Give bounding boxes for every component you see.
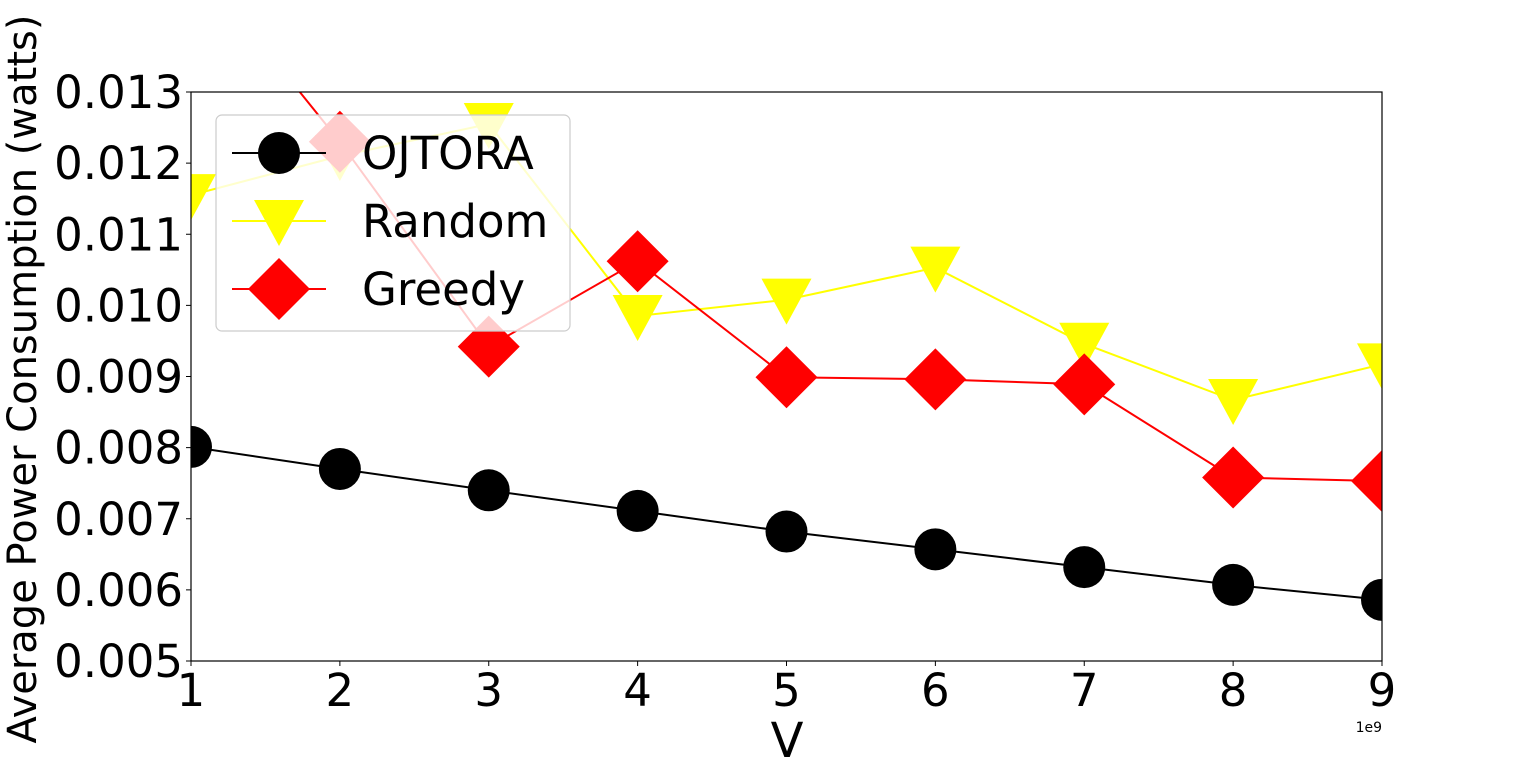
data-point-random-4 bbox=[612, 295, 663, 342]
data-point-ojtora-5 bbox=[765, 510, 808, 553]
legend-entry-ojtora: OJTORA bbox=[232, 127, 534, 180]
legend-entries: OJTORA Random Greedy bbox=[232, 127, 548, 320]
y-axis-ticks: 0.005 0.006 0.007 0.008 0.009 0.010 0.011 0.012… bbox=[54, 66, 191, 688]
y-tick-label-0.013: 0.013 bbox=[54, 66, 183, 119]
x-tick-label-3: 3 bbox=[474, 664, 503, 717]
x-tick-label-7: 7 bbox=[1070, 664, 1099, 717]
y-tick-label-0.011: 0.011 bbox=[54, 208, 183, 261]
legend: OJTORA Random Greedy bbox=[215, 114, 571, 332]
data-point-random-8 bbox=[1208, 378, 1259, 425]
y-axis-label: Average Power Consumption (watts) bbox=[0, 15, 46, 744]
x-tick-label-9: 9 bbox=[1368, 664, 1397, 717]
legend-marker-ojtora bbox=[258, 132, 300, 174]
data-point-ojtora-8 bbox=[1212, 563, 1255, 606]
data-point-random-9 bbox=[1357, 343, 1382, 390]
data-point-ojtora-4 bbox=[616, 489, 659, 532]
data-point-ojtora-2 bbox=[318, 447, 361, 490]
x-tick-label-8: 8 bbox=[1219, 664, 1248, 717]
y-tick-label-0.009: 0.009 bbox=[54, 351, 183, 404]
legend-label-greedy: Greedy bbox=[362, 263, 525, 316]
data-point-greedy-6 bbox=[904, 348, 967, 411]
data-point-ojtora-6 bbox=[914, 528, 957, 571]
x-axis-offset-label: 1e9 bbox=[1356, 720, 1382, 736]
data-point-greedy-5 bbox=[755, 346, 818, 409]
series-layer bbox=[191, 92, 1382, 621]
legend-frame bbox=[215, 114, 571, 332]
data-point-greedy-9 bbox=[1351, 450, 1382, 513]
x-tick-label-6: 6 bbox=[921, 664, 950, 717]
data-point-greedy-8 bbox=[1202, 446, 1265, 509]
data-point-random-5 bbox=[761, 278, 812, 325]
x-tick-label-1: 1 bbox=[177, 664, 206, 717]
data-point-ojtora-7 bbox=[1063, 546, 1106, 589]
y-tick-label-0.012: 0.012 bbox=[54, 137, 183, 190]
legend-marker-random bbox=[254, 200, 304, 246]
data-point-ojtora-9 bbox=[1361, 578, 1382, 621]
legend-entry-random: Random bbox=[232, 195, 548, 248]
data-point-random-6 bbox=[910, 246, 961, 293]
x-axis-label: V bbox=[771, 713, 804, 767]
y-tick-label-0.008: 0.008 bbox=[54, 422, 183, 475]
data-point-greedy-4 bbox=[606, 230, 669, 293]
legend-marker-greedy bbox=[248, 258, 310, 320]
y-tick-label-0.006: 0.006 bbox=[54, 564, 183, 617]
x-axis-ticks: 1 2 3 4 5 6 7 8 9 bbox=[177, 661, 1397, 717]
data-point-random-7 bbox=[1059, 322, 1110, 369]
legend-label-ojtora: OJTORA bbox=[362, 127, 534, 180]
y-tick-label-0.010: 0.010 bbox=[54, 279, 183, 332]
y-tick-label-0.005: 0.005 bbox=[54, 635, 183, 688]
x-tick-label-5: 5 bbox=[772, 664, 801, 717]
data-point-greedy-7 bbox=[1053, 353, 1116, 416]
legend-label-random: Random bbox=[362, 195, 548, 248]
data-point-ojtora-3 bbox=[467, 469, 510, 512]
y-tick-label-0.007: 0.007 bbox=[54, 493, 183, 546]
data-point-random-1 bbox=[191, 174, 216, 221]
legend-entry-greedy: Greedy bbox=[232, 258, 525, 320]
data-point-ojtora-1 bbox=[191, 425, 212, 468]
series-ojtora bbox=[191, 425, 1382, 621]
x-tick-label-2: 2 bbox=[326, 664, 355, 717]
x-tick-label-4: 4 bbox=[623, 664, 652, 717]
